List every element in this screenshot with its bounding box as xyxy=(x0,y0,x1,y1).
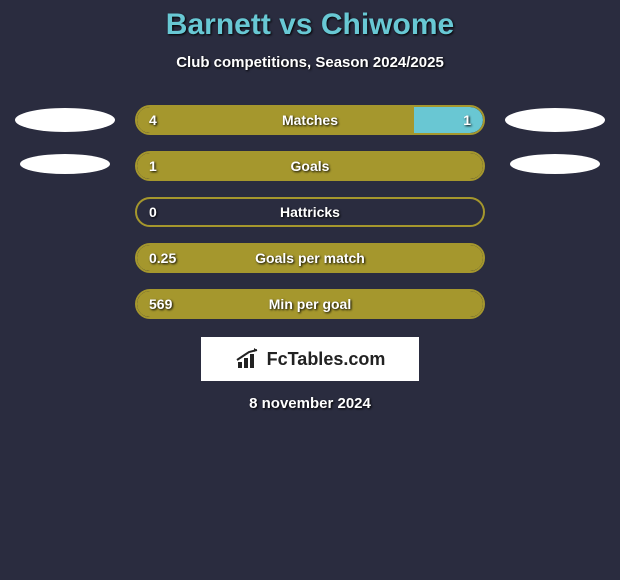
subtitle: Club competitions, Season 2024/2025 xyxy=(0,54,620,71)
player2-badge-slot xyxy=(505,200,605,224)
stat-left-value: 0 xyxy=(149,204,157,220)
player2-badge xyxy=(505,108,605,132)
player2-badge-slot xyxy=(505,154,605,178)
stat-left-value: 1 xyxy=(149,158,157,174)
stat-bar: 0 Hattricks xyxy=(135,197,485,227)
player1-badge-slot xyxy=(15,246,115,270)
logo-box[interactable]: FcTables.com xyxy=(201,337,419,381)
bar-left-fill xyxy=(137,107,414,133)
chart-icon xyxy=(235,348,263,370)
stat-label: Min per goal xyxy=(269,296,351,312)
stat-label: Hattricks xyxy=(280,204,340,220)
stat-row: 569 Min per goal xyxy=(0,289,620,319)
stat-right-value: 1 xyxy=(463,112,471,128)
player1-badge-slot xyxy=(15,108,115,132)
player1-badge-slot xyxy=(15,154,115,178)
player1-badge xyxy=(20,154,110,174)
stat-left-value: 0.25 xyxy=(149,250,176,266)
stat-row: 0.25 Goals per match xyxy=(0,243,620,273)
stat-label: Matches xyxy=(282,112,338,128)
page-title: Barnett vs Chiwome xyxy=(0,8,620,42)
stat-row: 1 Goals xyxy=(0,151,620,181)
stat-label: Goals per match xyxy=(255,250,365,266)
stat-left-value: 569 xyxy=(149,296,172,312)
stat-bar: 569 Min per goal xyxy=(135,289,485,319)
stat-bar: 0.25 Goals per match xyxy=(135,243,485,273)
date-label: 8 november 2024 xyxy=(0,395,620,412)
stat-bar: 4 Matches 1 xyxy=(135,105,485,135)
stat-left-value: 4 xyxy=(149,112,157,128)
player2-badge-slot xyxy=(505,246,605,270)
stat-label: Goals xyxy=(291,158,330,174)
logo-text: FcTables.com xyxy=(267,349,386,370)
stat-row: 0 Hattricks xyxy=(0,197,620,227)
player1-badge-slot xyxy=(15,200,115,224)
player2-badge-slot xyxy=(505,292,605,316)
player2-badge xyxy=(510,154,600,174)
player1-badge-slot xyxy=(15,292,115,316)
comparison-card: Barnett vs Chiwome Club competitions, Se… xyxy=(0,0,620,412)
stat-rows: 4 Matches 1 1 Goals 0 Hattricks 0.25 Goals per m… xyxy=(0,105,620,319)
player1-badge xyxy=(15,108,115,132)
bar-right-fill xyxy=(414,107,483,133)
stat-row: 4 Matches 1 xyxy=(0,105,620,135)
player2-badge-slot xyxy=(505,108,605,132)
stat-bar: 1 Goals xyxy=(135,151,485,181)
